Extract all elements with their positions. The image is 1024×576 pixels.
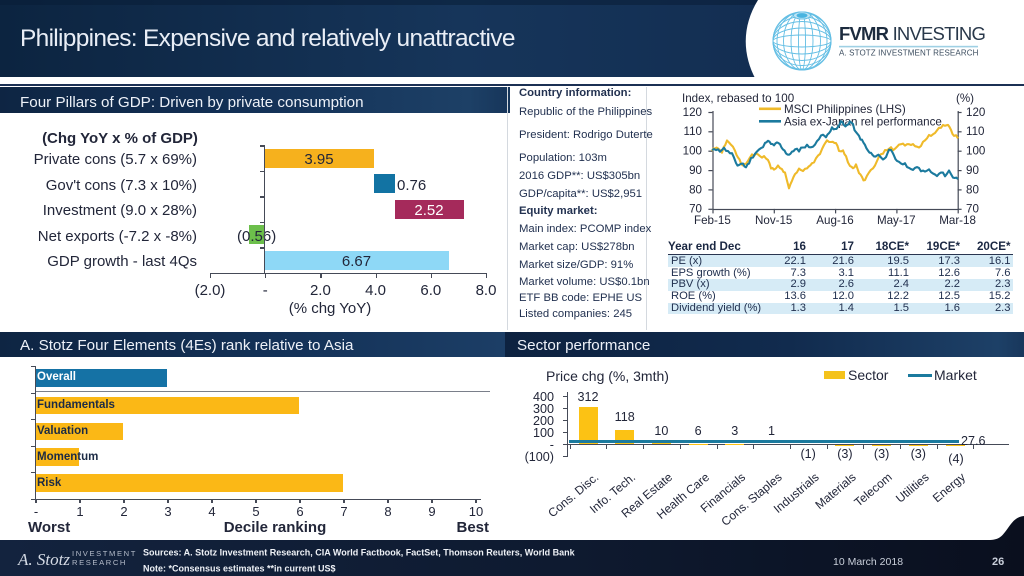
svg-text:90: 90 (689, 164, 702, 177)
svg-text:120: 120 (966, 106, 985, 119)
svg-text:70: 70 (689, 203, 702, 216)
svg-text:100: 100 (683, 145, 702, 158)
svg-text:Index, rebased to 100: Index, rebased to 100 (682, 92, 794, 105)
svg-text:Note: *Consensus estimates **: Note: *Consensus estimates **in current … (143, 564, 336, 574)
svg-text:INVESTMENT: INVESTMENT (72, 549, 137, 558)
svg-text:Mar-18: Mar-18 (939, 214, 976, 227)
svg-text:110: 110 (684, 125, 702, 138)
svg-text:RESEARCH: RESEARCH (72, 558, 127, 567)
svg-text:A. Stotz: A. Stotz (17, 550, 70, 569)
svg-text:Aug-16: Aug-16 (816, 214, 853, 227)
svg-text:70: 70 (966, 203, 979, 216)
svg-text:A. STOTZ INVESTMENT RESEARCH: A. STOTZ INVESTMENT RESEARCH (839, 49, 979, 58)
svg-text:80: 80 (689, 183, 702, 196)
svg-text:FVMR INVESTING: FVMR INVESTING (839, 23, 985, 44)
svg-text:Feb-15: Feb-15 (694, 214, 731, 227)
svg-text:120: 120 (683, 106, 702, 119)
svg-text:10 March 2018: 10 March 2018 (833, 556, 903, 568)
svg-text:26: 26 (992, 556, 1004, 568)
svg-text:Nov-15: Nov-15 (755, 214, 792, 227)
svg-text:80: 80 (966, 183, 979, 196)
svg-text:MSCI Philippines (LHS): MSCI Philippines (LHS) (784, 103, 906, 116)
svg-text:May-17: May-17 (877, 214, 916, 227)
svg-text:90: 90 (966, 164, 979, 177)
svg-text:(%): (%) (956, 92, 974, 105)
svg-text:Sources: A. Stotz Investment: Sources: A. Stotz Investment Research, C… (143, 548, 576, 558)
svg-text:100: 100 (966, 145, 985, 158)
svg-text:Asia ex-Japan rel performance: Asia ex-Japan rel performance (784, 116, 942, 129)
svg-text:110: 110 (966, 125, 984, 138)
